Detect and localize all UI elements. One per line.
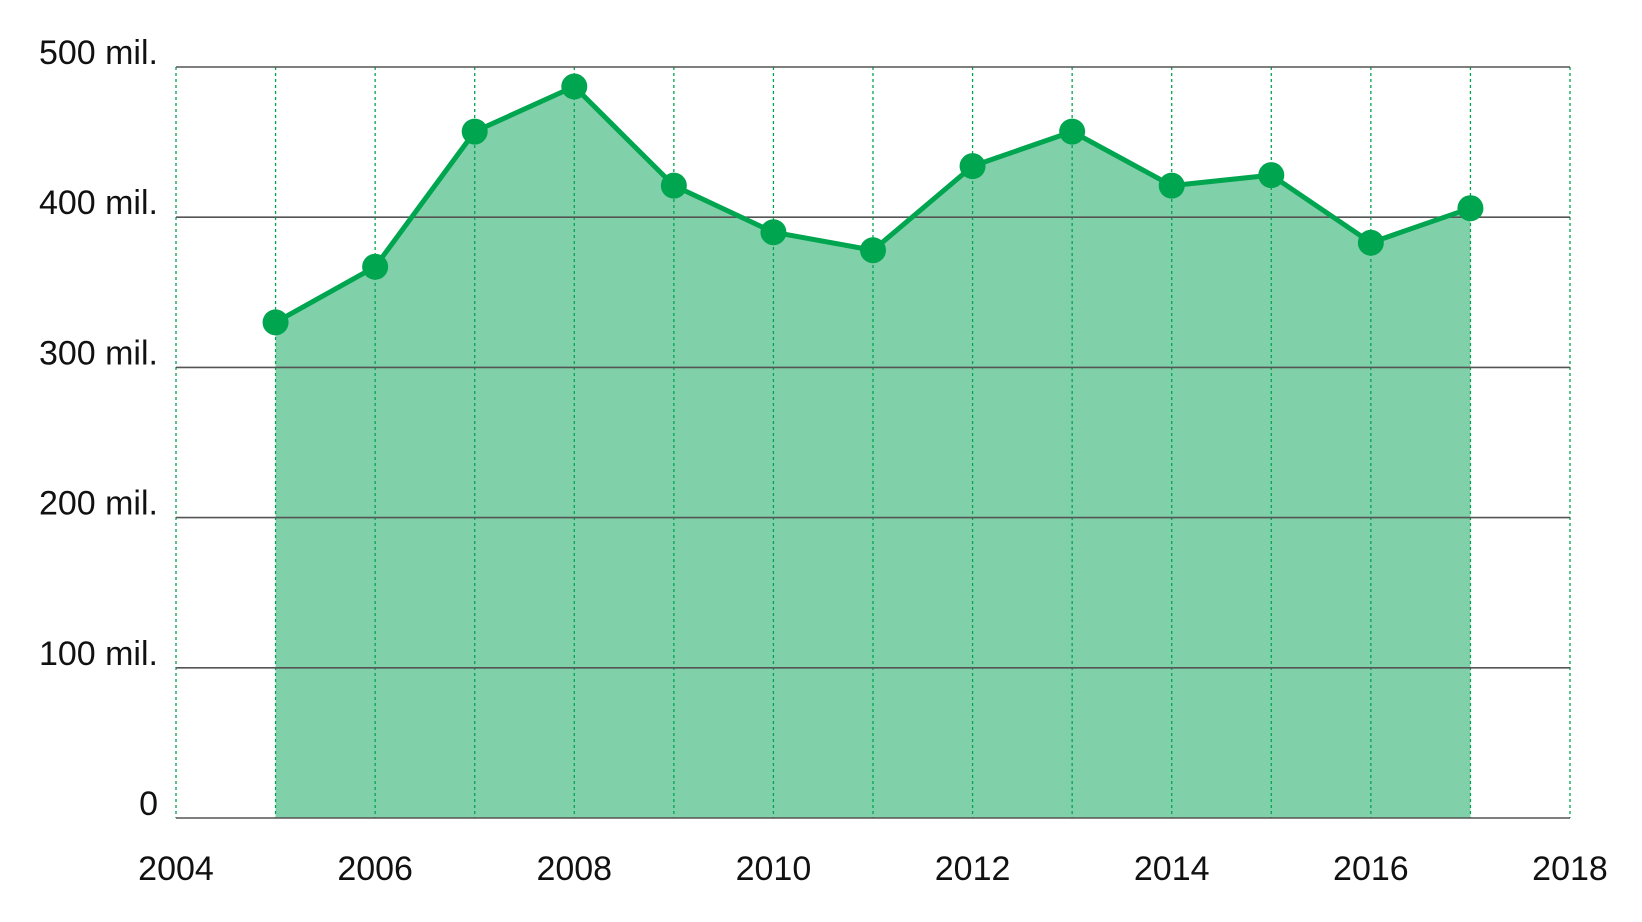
data-point	[760, 219, 787, 246]
x-tick-label: 2008	[536, 850, 612, 888]
x-tick-label: 2006	[337, 850, 413, 888]
x-tick-label: 2018	[1532, 850, 1608, 888]
data-point	[461, 118, 488, 145]
data-point	[660, 172, 687, 199]
y-tick-label: 400 mil.	[39, 184, 158, 222]
x-tick-label: 2004	[138, 850, 214, 888]
x-tick-label: 2014	[1134, 850, 1210, 888]
y-tick-label: 300 mil.	[39, 334, 158, 372]
x-tick-label: 2016	[1333, 850, 1409, 888]
data-point	[860, 237, 886, 264]
x-axis-labels: 2004 2006 2008 2010 2012 2014 2016 2018	[138, 850, 1608, 888]
x-tick-label: 2010	[736, 850, 812, 888]
data-point	[362, 253, 389, 280]
data-point	[1457, 195, 1484, 222]
y-tick-label: 200 mil.	[39, 485, 158, 523]
x-tick-label: 2012	[935, 850, 1011, 888]
data-point	[1258, 162, 1285, 189]
vertical-grid-layer	[175, 67, 1571, 818]
y-tick-label: 0	[139, 785, 158, 823]
data-point	[1059, 118, 1086, 145]
data-point-layer	[262, 73, 1484, 336]
y-tick-label: 100 mil.	[39, 635, 158, 673]
data-point	[959, 153, 986, 180]
data-point	[561, 73, 588, 100]
y-tick-label: 500 mil.	[39, 34, 158, 72]
data-point	[262, 309, 289, 336]
data-point	[1158, 172, 1185, 199]
data-point	[1357, 229, 1384, 256]
y-axis-labels: 0 100 mil. 200 mil. 300 mil. 400 mil. 500 mil…	[39, 34, 158, 823]
